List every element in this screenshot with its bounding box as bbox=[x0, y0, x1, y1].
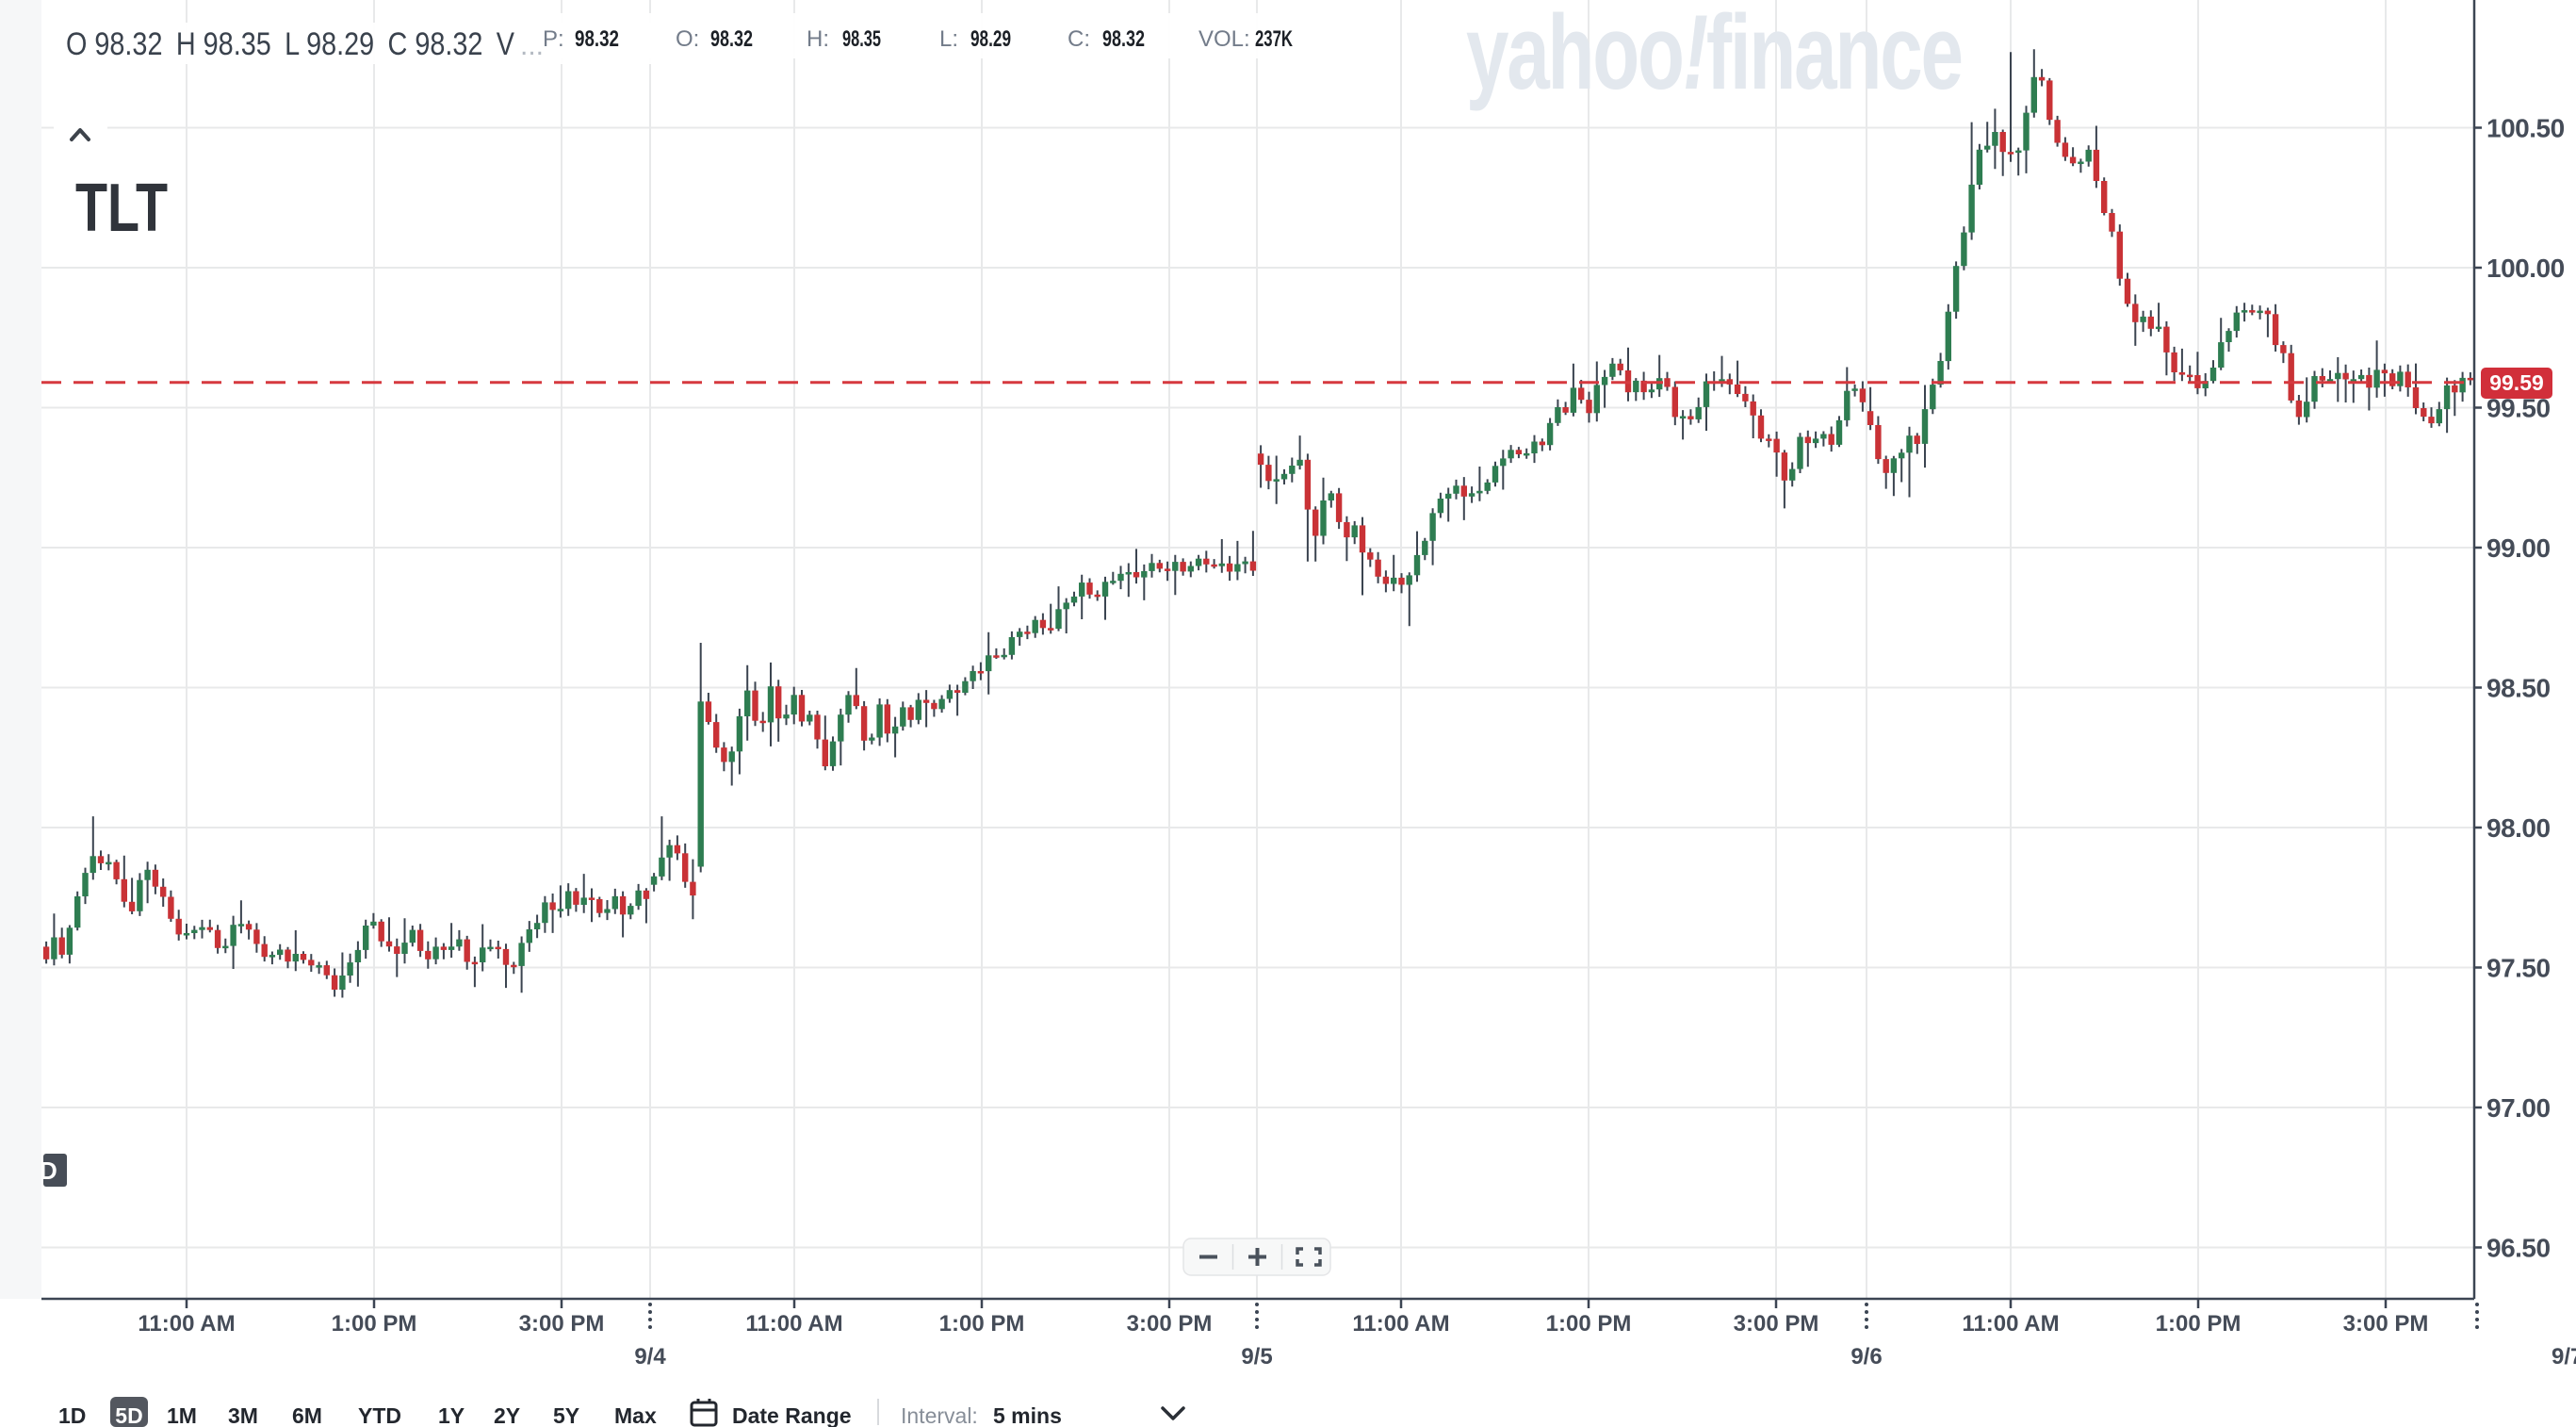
svg-text:11:00 AM: 11:00 AM bbox=[1962, 1311, 2059, 1337]
svg-text:1M: 1M bbox=[167, 1403, 197, 1427]
svg-text:9/5: 9/5 bbox=[1241, 1344, 1272, 1370]
svg-text:1:00 PM: 1:00 PM bbox=[332, 1311, 417, 1337]
svg-text:98.32: 98.32 bbox=[1102, 26, 1145, 52]
svg-text:11:00 AM: 11:00 AM bbox=[1352, 1311, 1449, 1337]
svg-text:11:00 AM: 11:00 AM bbox=[745, 1311, 842, 1337]
svg-text:9/6: 9/6 bbox=[1850, 1344, 1882, 1370]
svg-text:6M: 6M bbox=[292, 1403, 322, 1427]
svg-text:1D: 1D bbox=[58, 1403, 86, 1427]
svg-text:11:00 AM: 11:00 AM bbox=[138, 1311, 235, 1337]
svg-text:O 98.32 H 98.35 L 98.29 C 98.3: O 98.32 H 98.35 L 98.29 C 98.32 V bbox=[66, 26, 514, 62]
svg-text:3:00 PM: 3:00 PM bbox=[1734, 1311, 1819, 1337]
svg-text:...: ... bbox=[520, 30, 544, 61]
svg-text:3:00 PM: 3:00 PM bbox=[2343, 1311, 2429, 1337]
svg-text:1:00 PM: 1:00 PM bbox=[2156, 1311, 2242, 1337]
svg-text:Date Range: Date Range bbox=[732, 1403, 852, 1427]
svg-text:98.29: 98.29 bbox=[970, 26, 1011, 52]
svg-text:yahoo!finance: yahoo!finance bbox=[1466, 0, 1962, 111]
svg-text:100.50: 100.50 bbox=[2486, 114, 2565, 143]
svg-text:L:: L: bbox=[939, 26, 958, 52]
svg-text:3:00 PM: 3:00 PM bbox=[1127, 1311, 1213, 1337]
svg-text:1:00 PM: 1:00 PM bbox=[939, 1311, 1025, 1337]
svg-text:98.00: 98.00 bbox=[2486, 813, 2551, 843]
svg-text:D: D bbox=[40, 1156, 57, 1185]
svg-text:Interval:: Interval: bbox=[901, 1403, 978, 1427]
svg-text:1:00 PM: 1:00 PM bbox=[1546, 1311, 1632, 1337]
svg-text:97.50: 97.50 bbox=[2486, 954, 2551, 983]
svg-text:O:: O: bbox=[676, 26, 699, 52]
svg-text:3M: 3M bbox=[228, 1403, 258, 1427]
svg-text:5 mins: 5 mins bbox=[993, 1403, 1062, 1427]
svg-text:5Y: 5Y bbox=[553, 1403, 579, 1427]
svg-text:P:: P: bbox=[543, 26, 564, 52]
svg-text:98.32: 98.32 bbox=[575, 26, 619, 52]
svg-text:2Y: 2Y bbox=[494, 1403, 520, 1427]
svg-text:98.35: 98.35 bbox=[842, 26, 881, 52]
svg-text:9/4: 9/4 bbox=[634, 1344, 666, 1370]
svg-text:1Y: 1Y bbox=[438, 1403, 465, 1427]
svg-text:VOL:: VOL: bbox=[1198, 26, 1250, 52]
svg-text:98.32: 98.32 bbox=[710, 26, 753, 52]
svg-text:C:: C: bbox=[1068, 26, 1090, 52]
svg-text:96.50: 96.50 bbox=[2486, 1234, 2551, 1263]
svg-text:3:00 PM: 3:00 PM bbox=[519, 1311, 605, 1337]
svg-text:YTD: YTD bbox=[358, 1403, 401, 1427]
svg-text:9/7: 9/7 bbox=[2552, 1344, 2576, 1370]
svg-text:100.00: 100.00 bbox=[2486, 254, 2565, 283]
svg-text:99.59: 99.59 bbox=[2489, 370, 2544, 395]
svg-text:TLT: TLT bbox=[75, 171, 168, 246]
svg-text:98.50: 98.50 bbox=[2486, 674, 2551, 703]
svg-text:5D: 5D bbox=[115, 1403, 142, 1427]
svg-text:H:: H: bbox=[807, 26, 829, 52]
svg-text:Max: Max bbox=[614, 1403, 657, 1427]
svg-text:97.00: 97.00 bbox=[2486, 1093, 2551, 1123]
svg-text:237K: 237K bbox=[1255, 26, 1293, 52]
svg-text:99.00: 99.00 bbox=[2486, 533, 2551, 563]
